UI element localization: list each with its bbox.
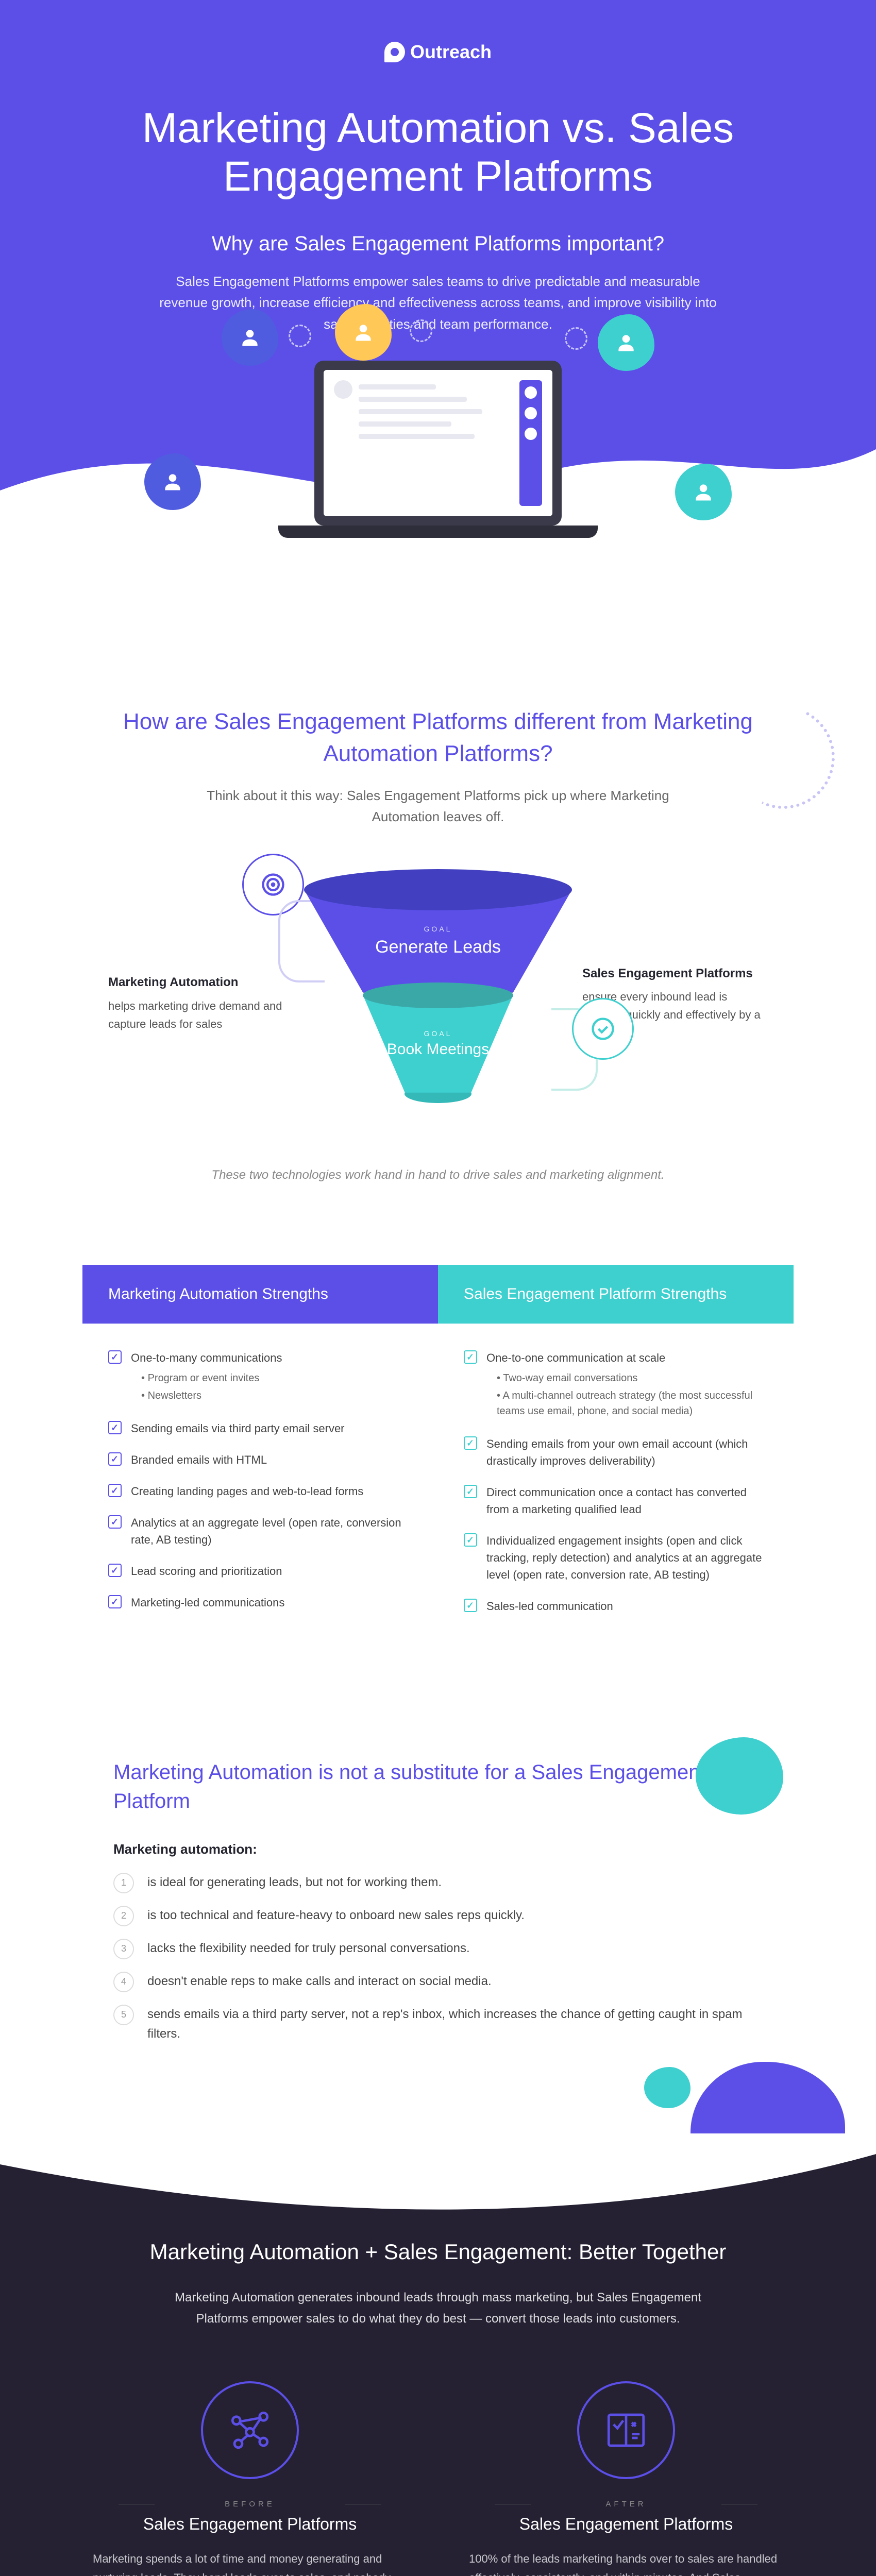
after-text: 100% of the leads marketing hands over t… xyxy=(469,2549,783,2576)
reason-item: 1is ideal for generating leads, but not … xyxy=(113,1873,763,1893)
ma-strengths-title: Marketing Automation Strengths xyxy=(82,1265,438,1324)
strength-item: One-to-many communicationsProgram or eve… xyxy=(108,1349,412,1405)
strength-item: Analytics at an aggregate level (open ra… xyxy=(108,1514,412,1548)
section2-lead: Think about it this way: Sales Engagemen… xyxy=(206,785,670,828)
laptop-illustration xyxy=(0,361,876,644)
before-label: BEFORE xyxy=(93,2500,407,2509)
decorative-blob xyxy=(696,1737,783,1815)
ma-strengths-column: Marketing Automation Strengths One-to-ma… xyxy=(82,1265,438,1655)
person-icon xyxy=(335,304,392,361)
section4-title: Marketing Automation is not a substitute… xyxy=(113,1758,763,1816)
strength-item: Sending emails via third party email ser… xyxy=(108,1420,412,1437)
reason-item: 5sends emails via a third party server, … xyxy=(113,2005,763,2044)
reason-item: 4doesn't enable reps to make calls and i… xyxy=(113,1972,763,1992)
strength-item: Individualized engagement insights (open… xyxy=(464,1532,768,1583)
curve-shape xyxy=(0,2133,876,2226)
playbook-icon xyxy=(577,2381,675,2479)
network-icon xyxy=(201,2381,299,2479)
after-title: Sales Engagement Platforms xyxy=(469,2515,783,2534)
funnel-diagram: GOAL Generate Leads GOAL Book Meetings xyxy=(294,869,582,1137)
after-label: AFTER xyxy=(469,2500,783,2509)
better-together-section: Marketing Automation + Sales Engagement:… xyxy=(0,2134,876,2576)
se-strengths-title: Sales Engagement Platform Strengths xyxy=(438,1265,794,1324)
strength-item: Branded emails with HTML xyxy=(108,1451,412,1468)
hero-subtitle: Why are Sales Engagement Platforms impor… xyxy=(103,232,773,256)
person-icon xyxy=(222,309,278,366)
handshake-icon xyxy=(572,998,634,1060)
strength-item: Lead scoring and prioritization xyxy=(108,1563,412,1580)
strength-item: One-to-one communication at scaleTwo-way… xyxy=(464,1349,768,1421)
before-column: BEFORE Sales Engagement Platforms Market… xyxy=(93,2381,407,2576)
person-icon xyxy=(144,453,201,510)
section5-lead: Marketing Automation generates inbound l… xyxy=(155,2287,721,2330)
reason-item: 3lacks the flexibility needed for truly … xyxy=(113,1939,763,1959)
ma-description: Marketing Automation helps marketing dri… xyxy=(108,973,294,1033)
section2-title: How are Sales Engagement Platforms diffe… xyxy=(103,706,773,769)
section5-title: Marketing Automation + Sales Engagement:… xyxy=(93,2237,783,2267)
person-icon xyxy=(598,314,654,371)
reasons-list: 1is ideal for generating leads, but not … xyxy=(113,1873,763,2044)
after-column: AFTER Sales Engagement Platforms 100% of… xyxy=(469,2381,783,2576)
hero-title: Marketing Automation vs. Sales Engagemen… xyxy=(103,104,773,201)
brand-name: Outreach xyxy=(410,41,492,63)
section2-tagline: These two technologies work hand in hand… xyxy=(103,1168,773,1182)
funnel-section: How are Sales Engagement Platforms diffe… xyxy=(0,644,876,1213)
before-text: Marketing spends a lot of time and money… xyxy=(93,2549,407,2576)
not-substitute-section: Marketing Automation is not a substitute… xyxy=(0,1706,876,2160)
strength-item: Sales-led communication xyxy=(464,1598,768,1615)
laptop-icon xyxy=(314,361,562,526)
strengths-section: Marketing Automation Strengths One-to-ma… xyxy=(0,1213,876,1706)
strength-item: Sending emails from your own email accou… xyxy=(464,1435,768,1469)
before-title: Sales Engagement Platforms xyxy=(93,2515,407,2534)
reason-item: 2is too technical and feature-heavy to o… xyxy=(113,1906,763,1926)
strength-item: Marketing-led communications xyxy=(108,1594,412,1611)
strength-item: Creating landing pages and web-to-lead f… xyxy=(108,1483,412,1500)
section4-subhead: Marketing automation: xyxy=(113,1841,763,1857)
strength-item: Direct communication once a contact has … xyxy=(464,1484,768,1518)
decorative-blob xyxy=(644,2067,690,2108)
person-icon xyxy=(675,464,732,520)
logo-icon xyxy=(384,42,405,62)
se-strengths-column: Sales Engagement Platform Strengths One-… xyxy=(438,1265,794,1655)
brand-logo: Outreach xyxy=(103,41,773,63)
